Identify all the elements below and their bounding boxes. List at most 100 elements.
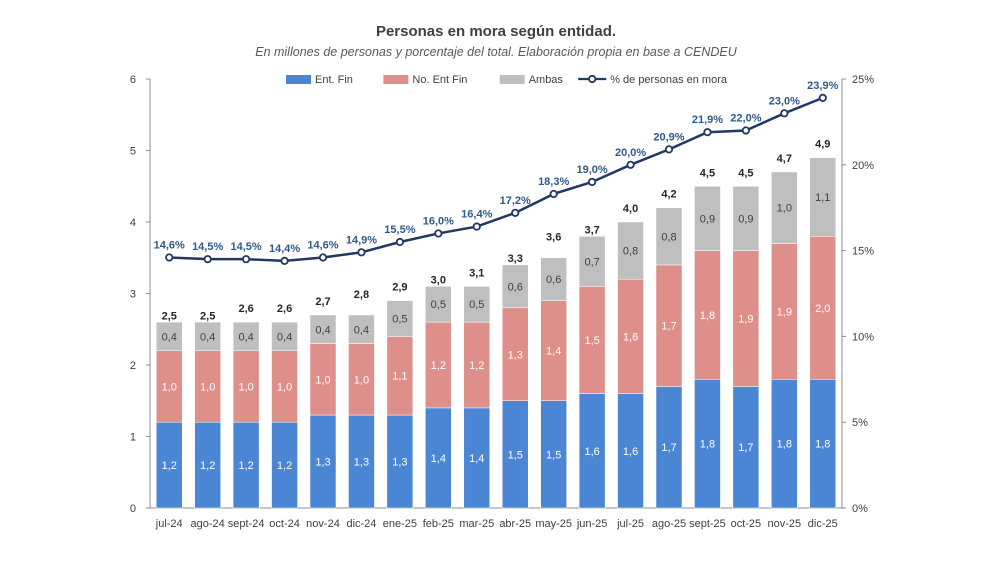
- pct-point: [280, 256, 289, 265]
- pct-label: 14,5%: [231, 241, 262, 253]
- bar-segment-2: [771, 171, 798, 244]
- x-tick-label: sept-24: [228, 518, 265, 530]
- bar-segment-label: 1,8: [700, 439, 715, 451]
- bar-segment-label: 1,0: [315, 374, 330, 386]
- bar-segment-label: 1,4: [546, 346, 561, 358]
- bar-total-label: 4,9: [815, 139, 830, 151]
- bar-segment-label: 1,0: [200, 381, 215, 393]
- bar-segment-2: [271, 321, 298, 351]
- x-tick-label: ago-25: [652, 518, 686, 530]
- bar-segment-label: 1,5: [584, 335, 599, 347]
- bar-segment-1: [309, 343, 337, 416]
- bar-segment-label: 1,1: [392, 371, 407, 383]
- x-tick-label: feb-25: [423, 518, 454, 530]
- pct-label: 14,6%: [154, 239, 185, 251]
- pct-label: 14,9%: [346, 234, 377, 246]
- y-tick-label: 0: [130, 503, 136, 515]
- bar-total-label: 3,3: [508, 253, 523, 265]
- x-tick-label: oct-24: [269, 518, 300, 530]
- bar-segment-1: [194, 350, 221, 423]
- bar-segment-1: [578, 286, 606, 394]
- bar-segment-2: [232, 321, 260, 351]
- y2-tick-label: 5%: [852, 417, 868, 429]
- bar-segment-label: 1,7: [738, 442, 753, 454]
- bar-segment-label: 0,4: [238, 331, 253, 343]
- y-tick-label: 5: [130, 146, 136, 158]
- bar-segment-2: [425, 286, 452, 323]
- bar-segment-label: 0,8: [623, 246, 638, 258]
- bar-total-label: 3,1: [469, 267, 484, 279]
- pct-point: [703, 128, 712, 137]
- bar-segment-0: [348, 414, 375, 509]
- legend-label: % de personas en mora: [610, 74, 728, 86]
- legend-label: Ent. Fin: [315, 74, 353, 86]
- bar-segment-1: [155, 350, 183, 423]
- bar-segment-label: 0,7: [584, 256, 599, 268]
- pct-point: [780, 109, 789, 118]
- pct-label: 23,0%: [769, 95, 800, 107]
- bar-segment-label: 1,7: [661, 442, 676, 454]
- pct-label: 14,4%: [269, 243, 300, 255]
- bar-segment-0: [271, 421, 298, 509]
- y2-tick-label: 25%: [852, 74, 874, 86]
- bar-segment-2: [694, 186, 721, 251]
- bar-segment-label: 1,2: [469, 360, 484, 372]
- bar-segment-label: 1,6: [623, 446, 638, 458]
- x-tick-label: mar-25: [459, 518, 494, 530]
- bar-segment-label: 0,8: [661, 231, 676, 243]
- pct-point: [395, 237, 404, 247]
- y-tick-label: 3: [130, 289, 136, 301]
- bar-segment-label: 1,8: [815, 439, 830, 451]
- x-tick-label: dic-24: [346, 518, 376, 530]
- bar-segment-2: [578, 236, 606, 287]
- bar-segment-label: 1,9: [777, 306, 792, 318]
- x-tick-label: dic-25: [808, 518, 838, 530]
- y2-tick-label: 15%: [852, 246, 874, 258]
- x-tick-label: ene-25: [383, 518, 417, 530]
- pct-label: 20,9%: [653, 131, 684, 143]
- bar-segment-2: [809, 157, 837, 237]
- bar-total-label: 3,0: [431, 275, 446, 287]
- bar-segment-0: [386, 414, 414, 509]
- bar-segment-label: 2,0: [815, 303, 830, 315]
- bar-segment-label: 1,2: [238, 460, 253, 472]
- bar-segment-1: [232, 350, 260, 423]
- pct-label: 20,0%: [615, 147, 646, 159]
- bar-segment-0: [501, 400, 529, 509]
- bar-segment-0: [463, 407, 491, 509]
- legend-swatch-2: [499, 75, 525, 84]
- bar-total-label: 2,7: [315, 296, 330, 308]
- bar-segment-1: [617, 278, 644, 394]
- bar-segment-2: [155, 321, 183, 351]
- x-tick-label: jun-25: [576, 518, 608, 530]
- bar-segment-1: [771, 243, 798, 380]
- bar-total-label: 2,6: [277, 303, 292, 315]
- pct-line: [169, 96, 824, 263]
- bar-segment-label: 1,0: [238, 381, 253, 393]
- bar-segment-label: 1,2: [200, 460, 215, 472]
- y2-tick-label: 10%: [852, 331, 874, 343]
- bar-segment-0: [809, 379, 837, 509]
- bar-total-label: 3,6: [546, 232, 561, 244]
- bar-segment-label: 1,0: [162, 381, 177, 393]
- bar-segment-2: [386, 300, 414, 337]
- pct-point: [318, 253, 328, 262]
- pct-point: [588, 177, 597, 187]
- bar-segment-label: 0,5: [392, 314, 407, 326]
- legend-label: Ambas: [529, 74, 564, 86]
- bar-segment-0: [309, 414, 337, 509]
- bar-total-label: 2,6: [238, 303, 253, 315]
- bar-total-label: 2,5: [162, 310, 177, 322]
- pct-label: 16,0%: [423, 215, 454, 227]
- pct-label: 23,9%: [807, 80, 838, 92]
- pct-point: [741, 126, 750, 135]
- x-tick-label: sept-25: [689, 518, 726, 530]
- bar-segment-label: 1,2: [431, 360, 446, 372]
- bar-segment-label: 0,4: [277, 331, 292, 343]
- bar-segment-label: 0,4: [315, 324, 330, 336]
- legend-swatch-1: [383, 75, 409, 84]
- bar-segment-label: 1,0: [277, 381, 292, 393]
- bar-total-label: 4,7: [777, 153, 792, 165]
- pct-point: [511, 208, 520, 217]
- bar-segment-0: [232, 421, 260, 509]
